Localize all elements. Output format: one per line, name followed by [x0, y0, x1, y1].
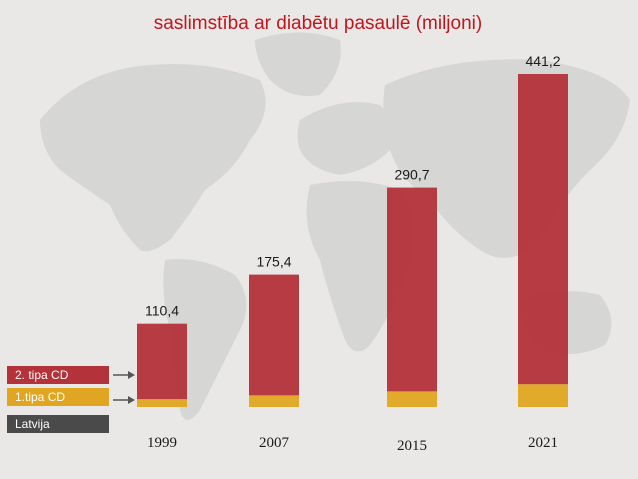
- legend-label-type2: 2. tipa CD: [15, 368, 69, 382]
- legend-arrow-type1: [113, 396, 135, 404]
- legend-item-latvija: Latvija: [7, 415, 109, 433]
- total-label-2021: 441,2: [525, 53, 560, 69]
- x-tick-2007: 2007: [259, 435, 290, 451]
- legend-arrows-group: [113, 371, 135, 404]
- bar-type2-2015: [387, 187, 437, 392]
- legend-label-latvija: Latvija: [15, 417, 50, 431]
- total-label-1999: 110,4: [145, 303, 179, 319]
- total-label-2015: 290,7: [394, 167, 429, 183]
- legend-item-type2: 2. tipa CD: [7, 366, 109, 384]
- x-tick-labels-group: 1999 2007 2015 2021: [147, 435, 558, 454]
- x-tick-2015: 2015: [397, 438, 427, 454]
- chart-title: saslimstība ar diabētu pasaulē (miljoni): [154, 13, 482, 34]
- x-tick-1999: 1999: [147, 435, 177, 451]
- bars-group: [137, 74, 568, 407]
- bar-type1-1999: [137, 399, 187, 407]
- bar-type2-1999: [137, 323, 187, 400]
- x-tick-2021: 2021: [528, 435, 558, 451]
- total-label-2007: 175,4: [256, 254, 291, 270]
- bar-type1-2007: [249, 395, 299, 407]
- bar-type1-2015: [387, 391, 437, 407]
- legend-label-type1: 1.tipa CD: [15, 390, 66, 404]
- bar-type1-2021: [518, 384, 568, 407]
- bar-type2-2021: [518, 74, 568, 385]
- legend-arrow-type2: [113, 371, 135, 379]
- world-map-background: [40, 32, 630, 420]
- legend-item-type1: 1.tipa CD: [7, 388, 109, 406]
- total-labels-group: 110,4 175,4 290,7 441,2: [145, 53, 561, 319]
- bar-type2-2007: [249, 274, 299, 396]
